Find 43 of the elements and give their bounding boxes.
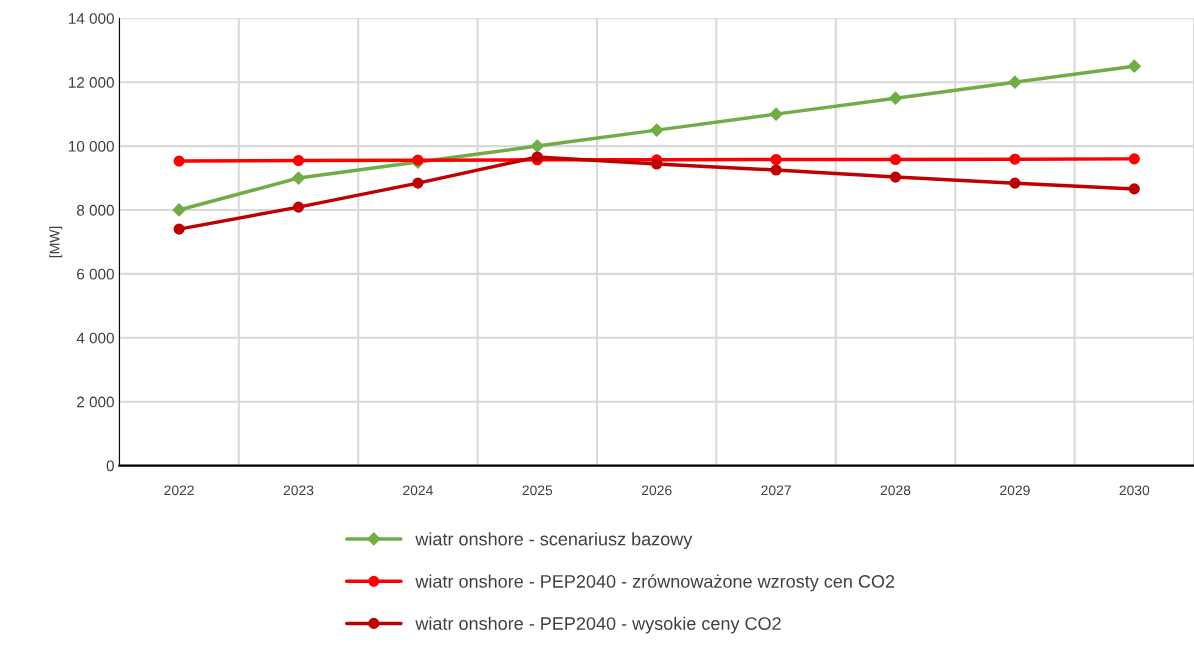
y-axis-title: [MW] xyxy=(49,226,63,258)
legend-label: wiatr onshore - scenariusz bazowy xyxy=(415,532,693,550)
point xyxy=(1008,75,1022,89)
legend-label: wiatr onshore - PEP2040 - wysokie ceny CO2 xyxy=(415,616,781,634)
point xyxy=(173,223,185,235)
x-tick-label: 2023 xyxy=(283,485,314,496)
x-tick-label: 2026 xyxy=(641,485,672,496)
y-tick-label: 12 000 xyxy=(68,77,114,88)
x-tick-label: 2030 xyxy=(1119,485,1150,496)
y-tick-label: 2 000 xyxy=(77,396,114,408)
point xyxy=(650,123,664,137)
point xyxy=(530,139,544,153)
legend-label: wiatr onshore - PEP2040 - zrównoważone wzrosty cen CO2 xyxy=(415,574,895,592)
point xyxy=(292,154,305,167)
y-tick-label: 0 xyxy=(106,460,114,472)
x-tick-label: 2022 xyxy=(164,485,194,496)
point xyxy=(291,171,306,185)
y-tick-label: 4 000 xyxy=(76,332,114,344)
point xyxy=(1009,153,1021,165)
y-tick-label: 6 000 xyxy=(77,268,114,280)
point xyxy=(412,177,424,189)
point xyxy=(769,107,783,121)
point xyxy=(889,171,902,183)
x-tick-label: 2029 xyxy=(1000,485,1030,496)
point xyxy=(172,203,186,217)
point xyxy=(770,164,782,176)
y-tick-label: 8 000 xyxy=(76,204,114,216)
point xyxy=(1009,177,1021,189)
point xyxy=(1128,183,1140,195)
point xyxy=(651,158,663,170)
x-tick-label: 2025 xyxy=(522,485,553,496)
point xyxy=(770,153,782,166)
point xyxy=(1128,153,1140,165)
point xyxy=(292,201,305,213)
y-tick-label: 10 000 xyxy=(68,140,114,152)
point xyxy=(888,91,903,105)
y-tick-label: 14 000 xyxy=(68,13,114,24)
x-tick-label: 2027 xyxy=(761,485,791,496)
point xyxy=(889,153,902,166)
x-tick-label: 2024 xyxy=(403,485,433,496)
point xyxy=(173,155,185,167)
point xyxy=(1127,59,1141,73)
x-tick-label: 2028 xyxy=(880,485,911,496)
